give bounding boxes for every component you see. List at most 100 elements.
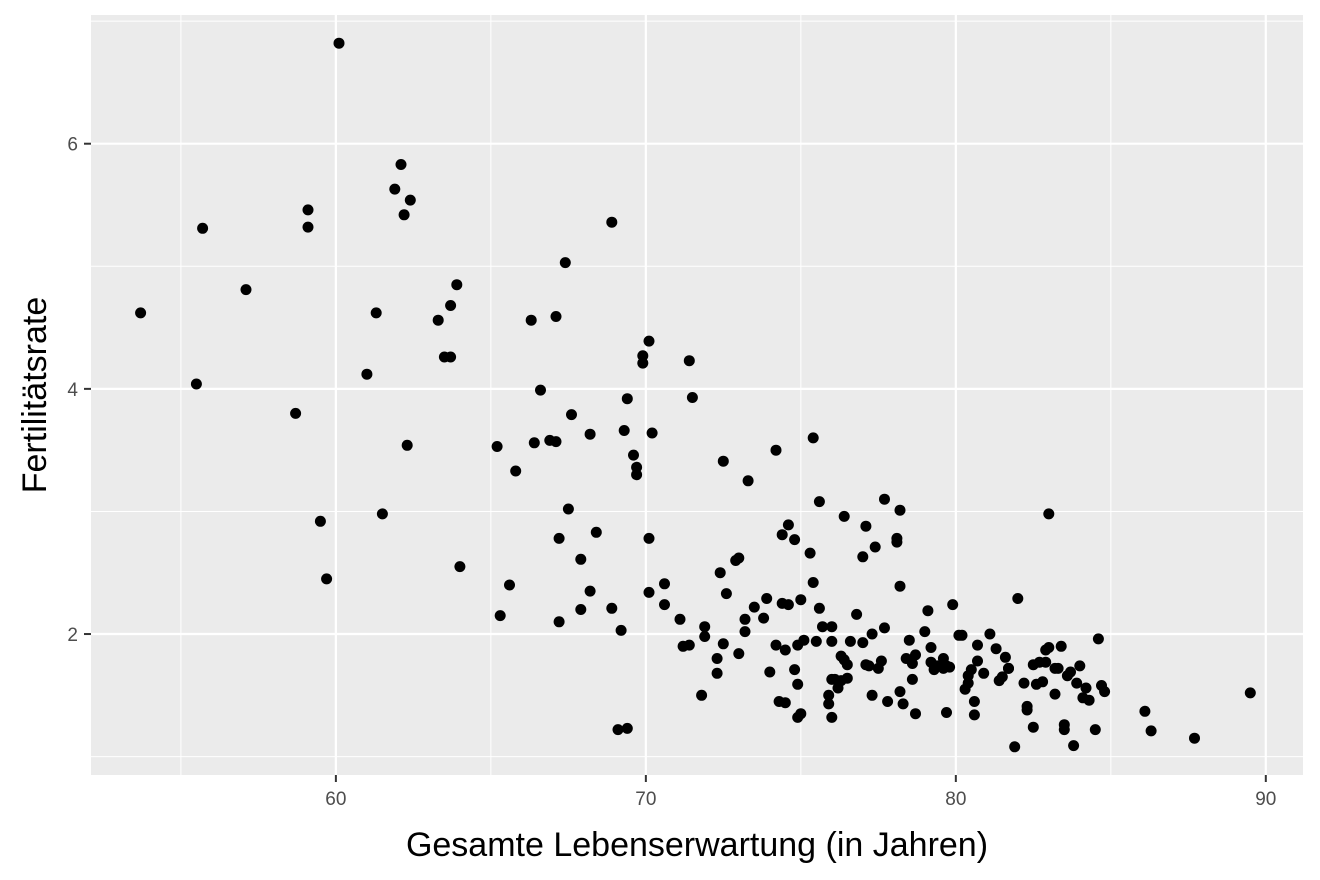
data-point xyxy=(1074,660,1086,672)
data-point xyxy=(910,649,921,661)
data-point xyxy=(190,378,202,390)
data-point xyxy=(566,409,577,421)
data-point xyxy=(643,586,655,598)
data-point xyxy=(711,667,723,679)
data-point xyxy=(590,526,602,538)
data-point xyxy=(999,651,1011,663)
data-point xyxy=(628,449,639,461)
data-point xyxy=(941,707,952,718)
data-point xyxy=(823,689,835,701)
data-point xyxy=(1089,724,1101,736)
x-axis-title: Gesamte Lebenserwartung (in Jahren) xyxy=(406,826,988,864)
data-point xyxy=(978,667,990,679)
data-point xyxy=(776,529,788,541)
data-point xyxy=(879,493,890,505)
data-point xyxy=(996,671,1008,683)
data-point xyxy=(826,635,838,647)
data-point xyxy=(990,643,1002,655)
data-point xyxy=(1037,676,1049,688)
data-point xyxy=(389,183,401,195)
data-point xyxy=(838,510,850,522)
data-point xyxy=(810,635,822,647)
data-point xyxy=(826,711,838,723)
data-point xyxy=(944,661,956,673)
data-point xyxy=(795,594,807,606)
data-point xyxy=(370,307,382,319)
data-point xyxy=(504,579,515,591)
data-point xyxy=(860,520,872,532)
data-point xyxy=(869,541,881,553)
data-point xyxy=(606,216,618,228)
data-point xyxy=(686,392,698,403)
data-point xyxy=(535,384,546,396)
data-point xyxy=(903,634,915,646)
data-point xyxy=(894,504,906,516)
data-point xyxy=(1049,688,1061,700)
data-point xyxy=(606,602,618,614)
data-point xyxy=(813,602,825,614)
data-point xyxy=(491,441,503,452)
x-tick-label: 70 xyxy=(635,789,656,810)
data-point xyxy=(863,660,875,672)
data-point xyxy=(807,432,819,444)
data-point xyxy=(451,279,463,291)
data-point xyxy=(699,621,711,633)
data-point xyxy=(1080,682,1092,694)
data-point xyxy=(875,655,887,667)
minor-gridlines xyxy=(91,15,1303,775)
data-point xyxy=(333,37,345,49)
data-point xyxy=(1071,677,1083,689)
data-point xyxy=(290,407,302,419)
data-point xyxy=(659,599,670,611)
data-point xyxy=(550,311,562,322)
data-point xyxy=(1068,740,1080,752)
data-point xyxy=(984,628,996,640)
x-tick-label: 90 xyxy=(1255,789,1276,810)
data-point xyxy=(1083,694,1095,706)
data-point xyxy=(968,696,980,707)
data-point xyxy=(1092,633,1104,645)
data-point xyxy=(826,621,838,633)
data-point xyxy=(612,724,624,736)
data-point xyxy=(618,425,630,436)
data-point xyxy=(882,696,894,707)
data-point xyxy=(714,567,726,579)
y-axis-title: Fertilitätsrate xyxy=(16,297,54,494)
data-point xyxy=(1055,640,1067,652)
data-point xyxy=(857,637,869,649)
data-point xyxy=(525,314,537,326)
data-point xyxy=(1189,732,1200,744)
data-point xyxy=(782,519,794,531)
data-point xyxy=(711,653,723,664)
data-point xyxy=(559,257,571,269)
x-tick-label: 60 xyxy=(325,789,346,810)
data-point xyxy=(761,593,773,604)
data-point xyxy=(866,628,878,640)
data-point xyxy=(1058,719,1070,731)
data-point xyxy=(739,626,751,638)
data-point xyxy=(674,613,686,625)
data-point xyxy=(910,708,921,720)
data-point xyxy=(621,722,633,734)
data-point xyxy=(553,616,565,628)
data-point xyxy=(376,508,388,520)
data-point xyxy=(823,698,835,710)
data-point xyxy=(742,475,754,487)
data-point xyxy=(659,578,670,590)
data-point xyxy=(844,635,856,647)
y-axis-ticks: 2 4 6 xyxy=(67,135,91,646)
y-tick-label: 4 xyxy=(67,380,78,401)
data-point xyxy=(401,439,413,451)
data-point xyxy=(1052,662,1064,674)
data-point xyxy=(717,455,729,467)
data-point xyxy=(841,672,853,684)
data-point xyxy=(1065,666,1076,678)
data-point xyxy=(562,503,574,515)
data-point xyxy=(1043,642,1055,653)
data-point xyxy=(584,428,596,440)
data-point xyxy=(637,350,649,362)
data-point xyxy=(720,588,732,600)
major-gridlines xyxy=(91,15,1303,775)
data-point xyxy=(528,437,540,449)
data-point xyxy=(733,648,745,660)
